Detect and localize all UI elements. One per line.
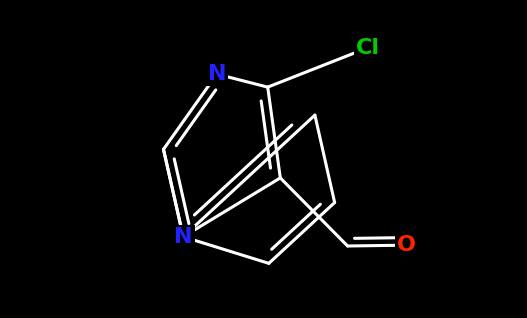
Text: O: O	[397, 235, 416, 255]
Text: N: N	[208, 64, 226, 84]
Text: Cl: Cl	[356, 38, 380, 58]
Text: N: N	[174, 227, 192, 247]
